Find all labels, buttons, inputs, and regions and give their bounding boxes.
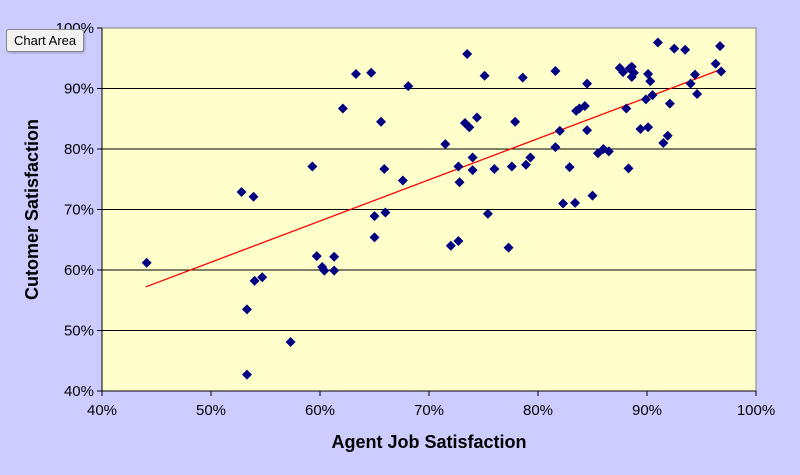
data-point [453, 161, 464, 172]
data-point [662, 130, 673, 141]
data-point [635, 124, 646, 135]
data-point [489, 163, 500, 174]
data-point [664, 98, 675, 109]
y-tick-label: 60% [64, 262, 94, 279]
data-point [715, 41, 726, 52]
x-tick-label: 60% [305, 402, 335, 419]
data-point [329, 265, 340, 276]
data-point [403, 81, 414, 92]
data-point [603, 146, 614, 157]
data-point [652, 37, 663, 48]
x-tick-labels: 40% 50% 60% 70% 80% 90% 100% [87, 402, 775, 419]
data-point [685, 78, 696, 89]
data-point [517, 72, 528, 83]
data-point [467, 152, 478, 163]
data-point [689, 69, 700, 80]
data-point [587, 190, 598, 201]
data-point [658, 137, 669, 148]
x-tick-label: 100% [737, 402, 775, 419]
data-point [570, 197, 581, 208]
data-point [248, 191, 259, 202]
data-point [397, 175, 408, 186]
data-point [628, 67, 639, 78]
x-tick-label: 40% [87, 402, 117, 419]
data-points [141, 37, 727, 380]
data-point [582, 78, 593, 89]
data-point [503, 242, 514, 253]
y-tick-label: 70% [64, 202, 94, 219]
data-point [521, 159, 532, 170]
data-point [445, 240, 456, 251]
data-point [337, 103, 348, 114]
data-point [454, 177, 465, 188]
data-point [623, 163, 634, 174]
gridlines [97, 27, 757, 396]
data-point [249, 275, 260, 286]
data-point [579, 101, 590, 112]
data-point [510, 116, 521, 127]
data-point [479, 70, 490, 81]
data-point [506, 161, 517, 172]
x-tick-label: 70% [414, 402, 444, 419]
data-point [462, 49, 473, 60]
data-point [716, 66, 727, 77]
data-point [710, 58, 721, 69]
data-point [366, 67, 377, 78]
data-point [554, 125, 565, 136]
data-point [379, 163, 390, 174]
x-tick-label: 80% [523, 402, 553, 419]
data-point [257, 272, 268, 283]
y-tick-labels: 40%50%60%70%80%90%100% [56, 20, 94, 400]
data-point [380, 207, 391, 218]
data-point [236, 186, 247, 197]
y-axis-title: Cutomer Satisfaction [22, 119, 42, 300]
data-point [307, 161, 318, 172]
data-point [645, 76, 656, 87]
y-tick-label: 50% [64, 323, 94, 340]
chart-area-tooltip: Chart Area [6, 29, 85, 52]
data-point [471, 112, 482, 123]
x-tick-label: 90% [632, 402, 662, 419]
data-point [558, 198, 569, 209]
y-tick-label: 80% [64, 141, 94, 158]
data-point [643, 122, 654, 133]
data-point [692, 88, 703, 99]
data-point [350, 68, 361, 79]
data-point [564, 162, 575, 173]
data-point [329, 251, 340, 262]
data-point [241, 369, 252, 380]
data-point [369, 232, 380, 243]
data-point [440, 139, 451, 150]
x-axis-title: Agent Job Satisfaction [331, 432, 526, 452]
data-point [453, 235, 464, 246]
data-point [141, 257, 152, 268]
data-point [467, 165, 478, 176]
data-point [582, 125, 593, 136]
data-point [482, 208, 493, 219]
data-point [285, 336, 296, 347]
data-point [640, 94, 651, 105]
data-point [369, 211, 380, 222]
data-point [680, 44, 691, 55]
data-point [550, 142, 561, 153]
y-tick-label: 90% [64, 81, 94, 98]
data-point [464, 122, 475, 133]
data-point [525, 152, 536, 163]
data-point [618, 67, 629, 78]
data-point [647, 90, 658, 101]
x-tick-label: 50% [196, 402, 226, 419]
y-tick-label: 40% [64, 383, 94, 400]
data-point [621, 103, 632, 114]
data-point [376, 116, 387, 127]
data-point [643, 68, 654, 79]
data-point [319, 265, 330, 276]
data-point [241, 304, 252, 315]
data-point [311, 251, 322, 262]
data-point [550, 65, 561, 76]
data-point [669, 43, 680, 54]
